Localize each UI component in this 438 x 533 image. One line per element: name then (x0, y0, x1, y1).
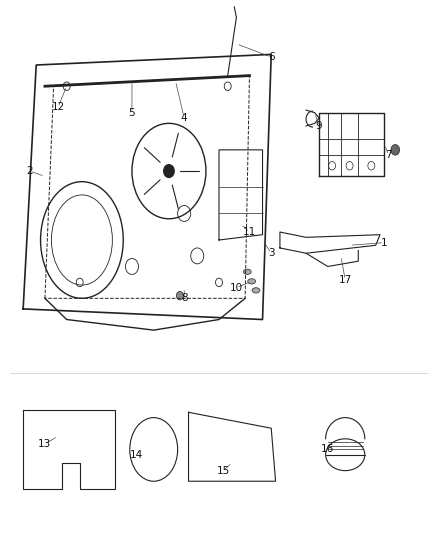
Text: 4: 4 (181, 113, 187, 123)
Text: 11: 11 (243, 227, 256, 237)
Text: 8: 8 (181, 293, 187, 303)
Circle shape (391, 144, 399, 155)
Ellipse shape (252, 288, 260, 293)
Text: 3: 3 (268, 248, 275, 259)
Ellipse shape (248, 279, 255, 284)
Text: 12: 12 (51, 102, 64, 112)
Text: 15: 15 (217, 466, 230, 475)
Circle shape (177, 292, 184, 300)
Text: 10: 10 (230, 282, 243, 293)
Ellipse shape (244, 269, 251, 274)
Text: 16: 16 (321, 445, 335, 455)
Text: 6: 6 (268, 52, 275, 62)
Text: 17: 17 (339, 274, 352, 285)
Text: 2: 2 (26, 166, 33, 176)
Text: 13: 13 (38, 439, 52, 449)
Text: 9: 9 (316, 121, 322, 131)
Text: 7: 7 (385, 150, 392, 160)
Circle shape (164, 165, 174, 177)
Text: 5: 5 (129, 108, 135, 118)
Text: 1: 1 (381, 238, 388, 248)
Text: 14: 14 (130, 450, 143, 460)
